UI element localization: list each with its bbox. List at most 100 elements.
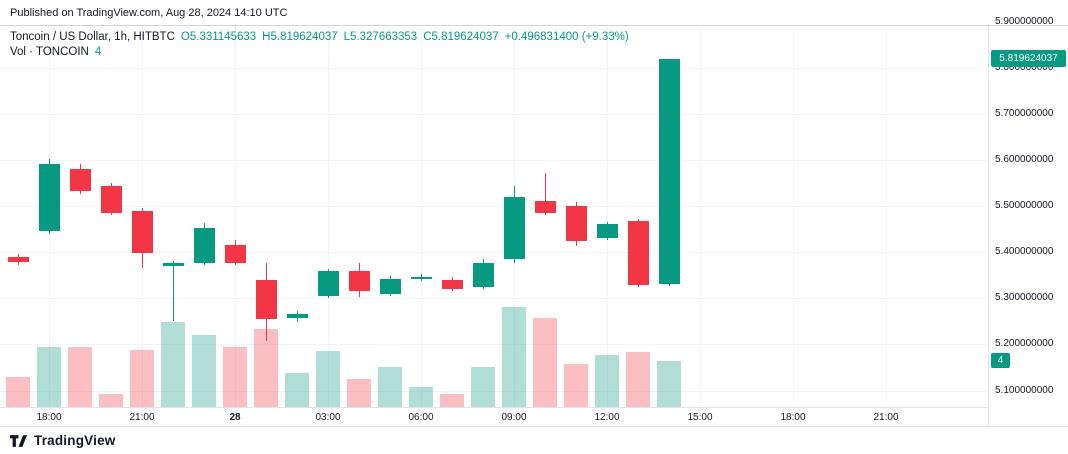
vertical-gridline: [886, 26, 887, 407]
volume-bar: [409, 387, 433, 407]
volume-bar: [223, 347, 247, 407]
volume-bar: [378, 366, 402, 407]
volume-bar: [347, 379, 371, 407]
plot-area[interactable]: [0, 26, 988, 407]
time-tick-label: 18:00: [36, 412, 62, 423]
volume-badge: 4: [991, 353, 1010, 369]
time-tick-label: 06:00: [408, 412, 434, 423]
time-tick-label: 15:00: [687, 412, 713, 423]
time-tick-label: 12:00: [594, 412, 620, 423]
tradingview-logo-icon[interactable]: [10, 434, 27, 448]
horizontal-gridline: [0, 67, 988, 69]
volume-bar: [285, 372, 309, 407]
footer-bar: TradingView: [0, 426, 1068, 454]
volume-bar: [657, 361, 681, 407]
symbol-legend: Toncoin / US Dollar, 1h, HITBTC O5.33114…: [10, 31, 629, 61]
chart-region: Toncoin / US Dollar, 1h, HITBTC O5.33114…: [0, 16, 1068, 426]
volume-bar: [6, 377, 30, 407]
publish-info-bar: Published on TradingView.com, Aug 28, 20…: [0, 0, 1068, 26]
candle-body-up: [287, 314, 308, 318]
vertical-gridline: [700, 26, 701, 407]
horizontal-gridline: [0, 206, 988, 208]
candle-body-down: [256, 280, 277, 319]
ohlc-open: O5.331145633: [180, 31, 257, 43]
candle-body-up: [473, 262, 494, 287]
candle-body-down: [225, 244, 246, 263]
candle-wick-down: [545, 172, 546, 216]
ohlc-close: C5.819624037: [423, 31, 499, 43]
candle-body-up: [194, 227, 215, 263]
candle-body-up: [318, 271, 339, 297]
volume-bar: [161, 321, 185, 407]
horizontal-gridline: [0, 390, 988, 392]
price-tick-label: 5.800000000: [995, 61, 1054, 73]
tradingview-brand-text[interactable]: TradingView: [34, 433, 116, 448]
candle-body-up: [380, 279, 401, 295]
horizontal-gridline: [0, 113, 988, 115]
price-tick-label: 5.700000000: [995, 107, 1054, 119]
price-badge: 5.819624037: [991, 50, 1066, 68]
time-tick-label: 18:00: [780, 412, 806, 423]
volume-bar: [626, 351, 650, 407]
time-tick-label: 09:00: [501, 412, 527, 423]
price-tick-label: 5.300000000: [995, 292, 1054, 304]
time-tick-label: 21:00: [873, 412, 899, 423]
volume-bar: [533, 318, 557, 407]
candle-body-up: [659, 58, 680, 285]
candle-body-down: [101, 185, 122, 213]
horizontal-gridline: [0, 160, 988, 162]
vertical-gridline: [235, 26, 236, 407]
price-tick-label: 5.600000000: [995, 154, 1054, 166]
candle-body-down: [442, 279, 463, 290]
candle-body-up: [411, 276, 432, 280]
candle-body-down: [349, 271, 370, 291]
price-axis[interactable]: 5.819624037 4 5.900000000 5.800000000 5.70…: [988, 16, 1068, 426]
vertical-gridline: [421, 26, 422, 407]
candle-body-up: [163, 263, 184, 266]
time-tick-label: 28: [229, 412, 241, 423]
volume-bar: [37, 347, 61, 407]
ohlc-low: L5.327663353: [343, 31, 418, 43]
candle-body-down: [132, 211, 153, 253]
volume-bar: [502, 307, 526, 407]
volume-legend-label: Vol · TONCOIN: [10, 46, 89, 58]
candle-body-down: [70, 168, 91, 191]
candle-wick-up: [173, 260, 174, 321]
horizontal-gridline: [0, 344, 988, 346]
time-tick-label: 21:00: [129, 412, 155, 423]
volume-bar: [68, 347, 92, 407]
volume-bar: [471, 366, 495, 407]
candle-body-down: [535, 201, 556, 214]
candle-body-up: [597, 224, 618, 238]
price-tick-label: 5.100000000: [995, 384, 1054, 396]
publish-info-text: Published on TradingView.com, Aug 28, 20…: [10, 6, 288, 19]
candle-body-up: [504, 196, 525, 259]
vertical-gridline: [607, 26, 608, 407]
volume-bar: [99, 394, 123, 407]
horizontal-gridline: [0, 298, 988, 300]
volume-bar: [130, 349, 154, 407]
horizontal-gridline: [0, 252, 988, 254]
legend-row-volume: Vol · TONCOIN 4: [10, 46, 629, 58]
ohlc-high: H5.819624037: [262, 31, 338, 43]
volume-bar: [254, 328, 278, 407]
price-tick-label: 5.500000000: [995, 200, 1054, 212]
symbol-title[interactable]: Toncoin / US Dollar, 1h, HITBTC: [10, 31, 175, 43]
volume-bar: [192, 334, 216, 407]
candle-body-down: [8, 256, 29, 263]
price-tick-label: 5.900000000: [995, 15, 1054, 27]
legend-row-ohlc: Toncoin / US Dollar, 1h, HITBTC O5.33114…: [10, 31, 629, 43]
price-tick-label: 5.200000000: [995, 338, 1054, 350]
volume-bar: [595, 355, 619, 407]
candle-body-down: [628, 220, 649, 285]
change-value: +0.496831400 (+9.33%): [504, 31, 629, 43]
time-tick-label: 03:00: [315, 412, 341, 423]
vertical-gridline: [793, 26, 794, 407]
volume-bar: [564, 364, 588, 407]
vertical-gridline: [328, 26, 329, 407]
time-axis[interactable]: 18:00 21:00 28 03:00 06:00 09:00 12:00 15:00 18:…: [0, 407, 988, 426]
price-tick-label: 5.400000000: [995, 246, 1054, 258]
candle-body-up: [39, 163, 60, 232]
volume-bar: [316, 350, 340, 407]
volume-bar: [440, 394, 464, 407]
